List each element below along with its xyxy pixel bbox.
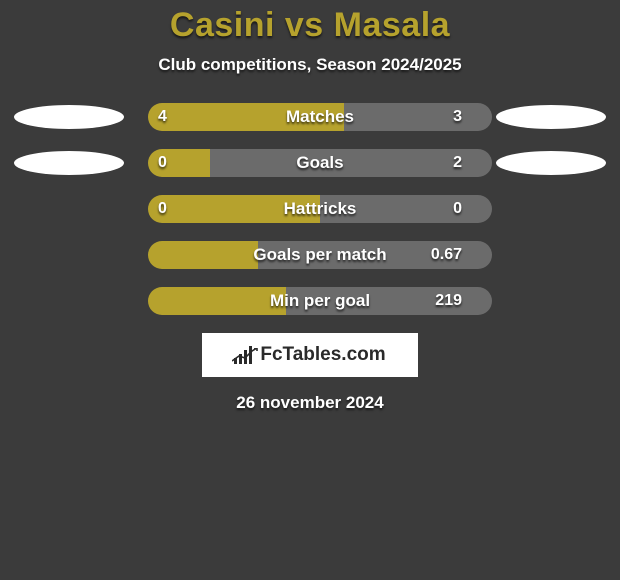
bar-left: [148, 195, 320, 223]
logo-text: FcTables.com: [260, 344, 385, 366]
bar-right: [344, 103, 492, 131]
subtitle-text: Club competitions, Season 2024/2025: [158, 55, 461, 74]
subtitle: Club competitions, Season 2024/2025: [0, 55, 620, 75]
player-right-marker: [496, 105, 606, 129]
bar-track: [148, 195, 492, 223]
player-left-marker: [14, 151, 124, 175]
date-label: 26 november 2024: [0, 393, 620, 413]
comparison-chart: Matches43 Goals02 Hattricks00 Goals per mat…: [0, 103, 620, 315]
logo: FcTables.com: [234, 344, 385, 366]
bar-right: [258, 241, 492, 269]
bar-right: [286, 287, 492, 315]
player-left-marker: [14, 105, 124, 129]
bar-track: [148, 241, 492, 269]
bar-right: [320, 195, 492, 223]
bar-right: [210, 149, 492, 177]
logo-trend-line-icon: [232, 348, 258, 362]
bar-track: [148, 103, 492, 131]
bar-left: [148, 241, 258, 269]
bar-left: [148, 103, 344, 131]
logo-chart-icon: [234, 346, 254, 364]
stat-row: Goals per match0.67: [10, 241, 610, 269]
page-title: Casini vs Masala: [0, 0, 620, 45]
stat-row: Min per goal219: [10, 287, 610, 315]
stat-row: Hattricks00: [10, 195, 610, 223]
stat-row: Matches43: [10, 103, 610, 131]
logo-box: FcTables.com: [202, 333, 418, 377]
bar-left: [148, 149, 210, 177]
bar-left: [148, 287, 286, 315]
date-text: 26 november 2024: [236, 393, 383, 412]
title-text: Casini vs Masala: [170, 6, 450, 44]
bar-track: [148, 287, 492, 315]
bar-track: [148, 149, 492, 177]
player-right-marker: [496, 151, 606, 175]
stat-row: Goals02: [10, 149, 610, 177]
